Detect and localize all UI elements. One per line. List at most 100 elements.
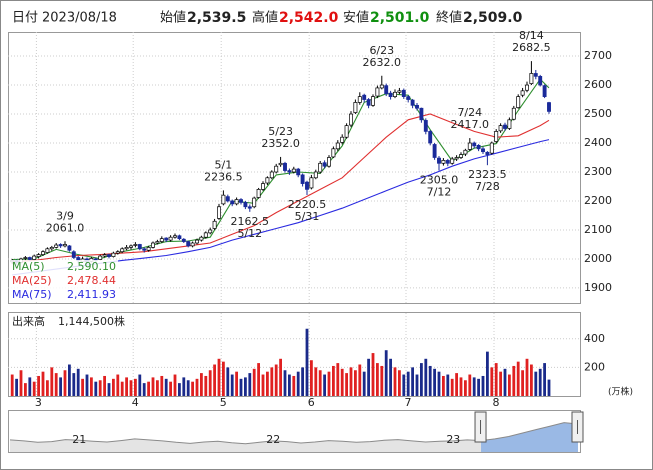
candle-body	[71, 251, 76, 258]
candle-body	[322, 162, 327, 167]
candle-body	[212, 220, 217, 229]
y-tick-label: 2700	[584, 49, 612, 62]
volume-bar	[340, 368, 344, 396]
volume-bar	[151, 377, 155, 396]
candle-body	[423, 120, 428, 132]
volume-bar	[217, 358, 221, 396]
volume-bar	[393, 367, 397, 396]
candle-body	[102, 254, 107, 257]
close-value: 2,509.0	[463, 10, 523, 26]
volume-bar	[98, 380, 102, 396]
annotation-value: 2352.0	[261, 137, 300, 150]
volume-bar	[389, 358, 392, 396]
candle-body	[432, 144, 437, 158]
candle-body	[437, 157, 441, 164]
volume-bar	[15, 378, 18, 396]
volume-bar	[472, 377, 476, 396]
candle-body	[225, 196, 230, 202]
volume-bar	[358, 364, 362, 396]
candle-body	[208, 229, 213, 234]
candle-body	[217, 206, 221, 219]
volume-bar	[464, 380, 467, 396]
volume-bar	[437, 371, 441, 396]
candle-body	[459, 154, 463, 158]
volume-bar	[486, 351, 489, 396]
candle-body	[291, 168, 296, 173]
volume-bar	[450, 378, 454, 396]
volume-bar	[516, 361, 520, 396]
candle-body	[441, 160, 446, 164]
volume-bar	[208, 370, 212, 396]
annotation-date: 5/23	[268, 125, 293, 138]
volume-bar	[411, 367, 414, 396]
x-tick-label: 4	[132, 396, 139, 409]
open-label: 始値	[160, 10, 186, 26]
candle-body	[494, 131, 499, 142]
navigator-label: 21	[72, 433, 86, 446]
volume-bar	[156, 380, 159, 396]
candle-body	[155, 241, 160, 244]
volume-bar	[428, 365, 432, 396]
candle-body	[269, 171, 274, 179]
candle-body	[203, 232, 208, 238]
candle-body	[481, 148, 485, 153]
candle-body	[133, 244, 138, 246]
close-label: 終値	[436, 10, 462, 26]
volume-bar	[433, 368, 436, 396]
candle-body	[36, 254, 41, 257]
volume-bar	[134, 378, 137, 396]
y-tick-label: 2600	[584, 78, 612, 91]
volume-bar	[19, 370, 23, 396]
candle-body	[450, 158, 455, 164]
y-tick-label: 400	[584, 332, 605, 345]
volume-bar	[420, 363, 423, 396]
annotation-date: 5/12	[237, 227, 262, 240]
volume-bar	[261, 374, 265, 396]
candle-body	[256, 189, 261, 198]
candle-body	[142, 248, 147, 251]
y-tick-label: 200	[584, 360, 605, 373]
candle-body	[111, 252, 116, 257]
candle-body	[353, 102, 358, 113]
legend-box	[10, 260, 118, 302]
volume-bar	[226, 367, 230, 396]
volume-bar	[538, 368, 542, 396]
volume-bar	[499, 371, 502, 396]
x-tick-label: 7	[405, 396, 412, 409]
volume-bar	[50, 367, 54, 396]
volume-bar	[59, 377, 62, 396]
volume-bar	[72, 373, 76, 396]
volume-bar	[345, 373, 348, 396]
volume-bar	[235, 371, 238, 396]
volume-bar	[468, 374, 472, 396]
y-tick-label: 2200	[584, 194, 612, 207]
annotation-value: 2305.0	[420, 174, 459, 187]
legend-value: 2,478.44	[67, 274, 116, 287]
volume-bar	[186, 380, 190, 396]
volume-bar	[41, 371, 45, 396]
candle-body	[247, 206, 252, 209]
annotation-value: 2632.0	[363, 56, 402, 69]
candle-body	[401, 89, 406, 97]
volume-bar	[318, 370, 322, 396]
candle-body	[503, 124, 507, 129]
volume-bar	[494, 363, 498, 396]
volume-bar	[336, 363, 340, 396]
candle-body	[489, 142, 494, 154]
annotation-date: 7/12	[427, 186, 452, 199]
candle-body	[525, 84, 529, 91]
y-tick-label: 1900	[584, 281, 612, 294]
candle-body	[296, 168, 301, 176]
volume-bar	[46, 380, 49, 396]
candle-body	[58, 244, 63, 247]
volume-bar	[85, 374, 89, 396]
volume-bar	[129, 380, 133, 396]
volume-bar	[81, 378, 84, 396]
volume-bar	[94, 381, 98, 396]
candle-body	[230, 200, 235, 205]
volume-bar	[332, 365, 335, 396]
candle-body	[375, 87, 380, 97]
annotation-date: 8/14	[519, 29, 544, 42]
candle-body	[344, 125, 349, 138]
